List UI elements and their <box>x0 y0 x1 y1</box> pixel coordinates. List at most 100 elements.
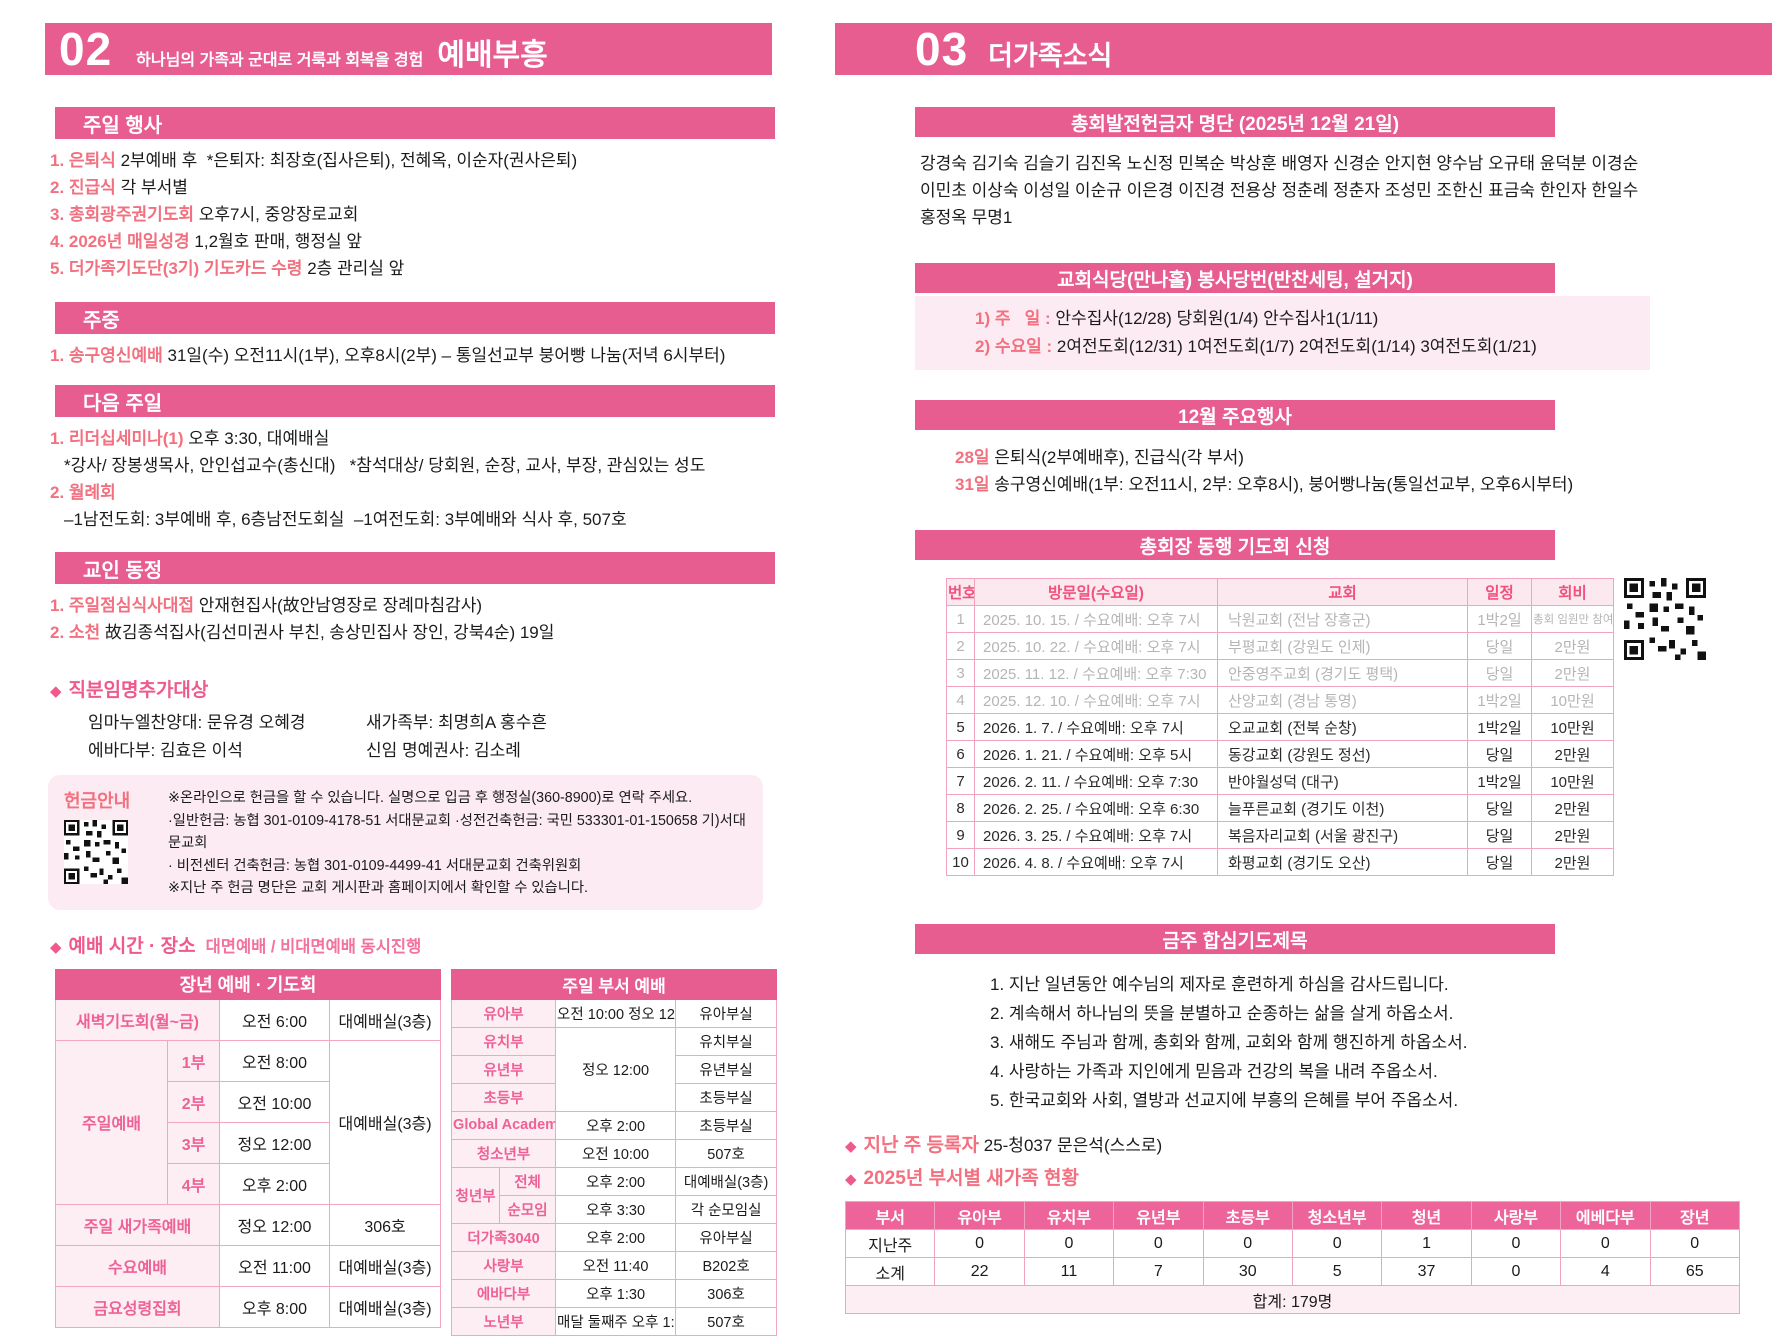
item-label: 5. 더가족기도단(3기) 기도카드 수령 <box>50 259 303 278</box>
room-cell: 유년부실 <box>675 1054 778 1084</box>
col-header: 초등부 <box>1202 1201 1293 1230</box>
time-cell: 오후 2:00 <box>555 1166 677 1196</box>
item-text: 오후7시, 중앙장로교회 <box>198 205 359 224</box>
row-label: Global Academy <box>451 1110 557 1140</box>
prayer-topic: 3. 새해도 주님과 함께, 총회와 함께, 교회와 함께 행진하게 하옵소서. <box>990 1033 1468 1052</box>
no-cell: 7 <box>946 767 975 795</box>
duty-label: 1) 주 일 : <box>975 309 1051 328</box>
table-header-row: 번호 방문일(수요일) 교회 일정 회비 <box>946 578 1614 606</box>
value-cell: 0 <box>1470 1257 1562 1286</box>
prayer-tour-table: 번호 방문일(수요일) 교회 일정 회비 1 2025. 10. 15. / 수요… <box>946 578 1614 876</box>
fee-cell: 10만원 <box>1531 713 1614 741</box>
room-cell: 대예배실(3층) <box>328 1285 442 1328</box>
offering-line: ※지난 주 헌금 명단은 교회 게시판과 홈페이지에서 확인할 수 있습니다. <box>168 880 588 896</box>
offering-line: ·일반헌금: 농협 301-0109-4178-51 서대문교회 ·성전건축헌금… <box>168 812 746 852</box>
date-cell: 2026. 1. 21. / 수요예배: 오후 5시 <box>974 740 1218 768</box>
schedule-cell: 당일 <box>1467 632 1532 660</box>
schedule-cell: 당일 <box>1467 848 1532 876</box>
part-label: 1부 <box>167 1039 220 1082</box>
section-bar-weekday: 주중 <box>55 302 775 334</box>
appointments-grid: 임마누엘찬양대: 문유경 오혜경 새가족부: 최명희A 홍수흔 에바다부: 김효… <box>88 709 772 765</box>
item-text: 故김종석집사(김선미권사 부친, 송상민집사 장인, 강북4순) 19일 <box>104 623 555 642</box>
room-cell: 507호 <box>675 1138 778 1168</box>
time-cell: 오후 3:30 <box>555 1194 677 1224</box>
offering-left-column: 헌금안내 <box>64 787 168 900</box>
value-cell: 30 <box>1202 1257 1293 1286</box>
prayer-topic: 2. 계속해서 하나님의 뜻을 분별하고 순종하는 삶을 살게 하옵소서. <box>990 1004 1454 1023</box>
church-cell: 복음자리교회 (서울 광진구) <box>1217 821 1468 849</box>
list-item: 31일 송구영신예배(1부: 오전11시, 2부: 오후8시), 붕어빵나눔(통… <box>955 471 1772 498</box>
col-header: 회비 <box>1531 578 1614 606</box>
col-header: 교회 <box>1217 578 1468 606</box>
time-cell: 오전 8:00 <box>219 1039 330 1082</box>
item-text: 각 부서별 <box>120 178 188 197</box>
room-cell: 초등부실 <box>675 1082 778 1112</box>
fee-cell: 2만원 <box>1531 821 1614 849</box>
table-row: 1 2025. 10. 15. / 수요예배: 오후 7시 낙원교회 (전남 장흥군… <box>946 605 1614 633</box>
fee-cell: 10만원 <box>1531 686 1614 714</box>
row-label: 노년부 <box>451 1306 557 1336</box>
page-number: 03 <box>915 23 969 75</box>
church-cell: 산양교회 (경남 통영) <box>1217 686 1468 714</box>
schedule-cell: 1박2일 <box>1467 605 1532 633</box>
time-cell: 오전 10:00 정오 12:00 <box>555 998 677 1028</box>
value-cell: 0 <box>1291 1229 1383 1258</box>
list-item: 1. 은퇴식 2부예배 후 *은퇴자: 최장호(집사은퇴), 전혜옥, 이순자(… <box>50 147 772 174</box>
table-row: 주일예배 1부 오전 8:00 대예배실(3층) <box>55 1039 442 1205</box>
offering-title: 헌금안내 <box>64 791 131 811</box>
col-header: 청년 <box>1381 1201 1472 1230</box>
diamond-icon: ◆ <box>845 1171 857 1188</box>
table-row: 6 2026. 1. 21. / 수요예배: 오후 5시 동강교회 (강원도 정선)… <box>946 740 1614 768</box>
list-item: 3. 총회광주권기도회 오후7시, 중앙장로교회 <box>50 201 772 228</box>
table-row: 8 2026. 2. 25. / 수요예배: 오후 6:30 늘푸른교회 (경기도 … <box>946 794 1614 822</box>
prayer-topic: 5. 한국교회와 사회, 열방과 선교지에 부흥의 은혜를 부어 주옵소서. <box>990 1091 1459 1110</box>
appointment-cell: 새가족부: 최명희A 홍수흔 <box>366 713 547 732</box>
schedule-cell: 당일 <box>1467 794 1532 822</box>
duty-label: 2) 수요일 : <box>975 337 1053 356</box>
registrant-text: 25-청037 문은석(스스로) <box>983 1136 1163 1155</box>
time-cell: 오후 1:30 <box>555 1278 677 1308</box>
no-cell: 3 <box>946 659 975 687</box>
col-header: 부서 <box>844 1201 936 1230</box>
room-cell: 대예배실(3층) <box>328 998 442 1041</box>
row-label: 금요성령집회 <box>55 1285 220 1328</box>
time-cell: 오후 2:00 <box>219 1162 330 1205</box>
col-header: 유치부 <box>1023 1201 1115 1230</box>
no-cell: 10 <box>946 848 975 876</box>
weekday-list: 1. 송구영신예배 31일(수) 오전11시(1부), 오후8시(2부) – 통… <box>50 342 772 369</box>
table-row: 3 2025. 11. 12. / 수요예배: 오후 7:30 안중영주교회 (경기… <box>946 659 1614 687</box>
time-cell: 정오 12:00 <box>219 1203 330 1246</box>
table-row: 9 2026. 3. 25. / 수요예배: 오후 7시 복음자리교회 (서울 광진… <box>946 821 1614 849</box>
time-cell: 오전 10:00 <box>555 1138 677 1168</box>
list-item: 2. 소천 故김종석집사(김선미권사 부친, 송상민집사 장인, 강북4순) 1… <box>50 619 772 646</box>
schedule-cell: 당일 <box>1467 740 1532 768</box>
day-label: 31일 <box>955 475 990 494</box>
page-03: 03 더가족소식 총회발전헌금자 명단 (2025년 12월 21일) 강경숙 … <box>835 23 1772 1314</box>
no-cell: 1 <box>946 605 975 633</box>
heading-label: 예배 시간 · 장소 <box>68 935 196 957</box>
table-row: 새벽기도회(월~금) 오전 6:00 대예배실(3층) <box>55 998 442 1041</box>
schedule-cell: 1박2일 <box>1467 713 1532 741</box>
list-item: 2. 진급식 각 부서별 <box>50 174 772 201</box>
value-cell: 0 <box>1560 1229 1651 1258</box>
prayer-tour-block: 번호 방문일(수요일) 교회 일정 회비 1 2025. 10. 15. / 수요… <box>946 578 1772 876</box>
item-text: 송구영신예배(1부: 오전11시, 2부: 오후8시), 붕어빵나눔(통일선교부… <box>994 475 1574 494</box>
row-label: 청소년부 <box>451 1138 557 1168</box>
row-sublabel: 순모임 <box>499 1194 557 1224</box>
fee-cell: 2만원 <box>1531 794 1614 822</box>
fee-cell: 2만원 <box>1531 632 1614 660</box>
col-header: 사랑부 <box>1470 1201 1562 1230</box>
appointment-cell: 신임 명예권사: 김소례 <box>366 741 521 760</box>
item-subtext: –1남전도회: 3부예배 후, 6층남전도회실 –1여전도회: 3부예배와 식사… <box>64 510 627 529</box>
room-cell: 대예배실(3층) <box>328 1039 442 1205</box>
value-cell: 37 <box>1381 1257 1472 1286</box>
table-row: 2부 오전 10:00 <box>56 1080 441 1123</box>
section-title: 총회장 동행 기도회 신청 <box>1139 536 1331 558</box>
value-cell: 22 <box>934 1257 1025 1286</box>
section-bar-prayer-tour: 총회장 동행 기도회 신청 <box>915 530 1555 560</box>
section-title: 다음 주일 <box>83 392 163 415</box>
worship-tables: 장년 예배 · 기도회 새벽기도회(월~금) 오전 6:00 대예배실(3층) … <box>54 968 778 1336</box>
row-label: 유년부 <box>451 1054 557 1084</box>
room-cell: 각 순모임실 <box>675 1194 778 1224</box>
